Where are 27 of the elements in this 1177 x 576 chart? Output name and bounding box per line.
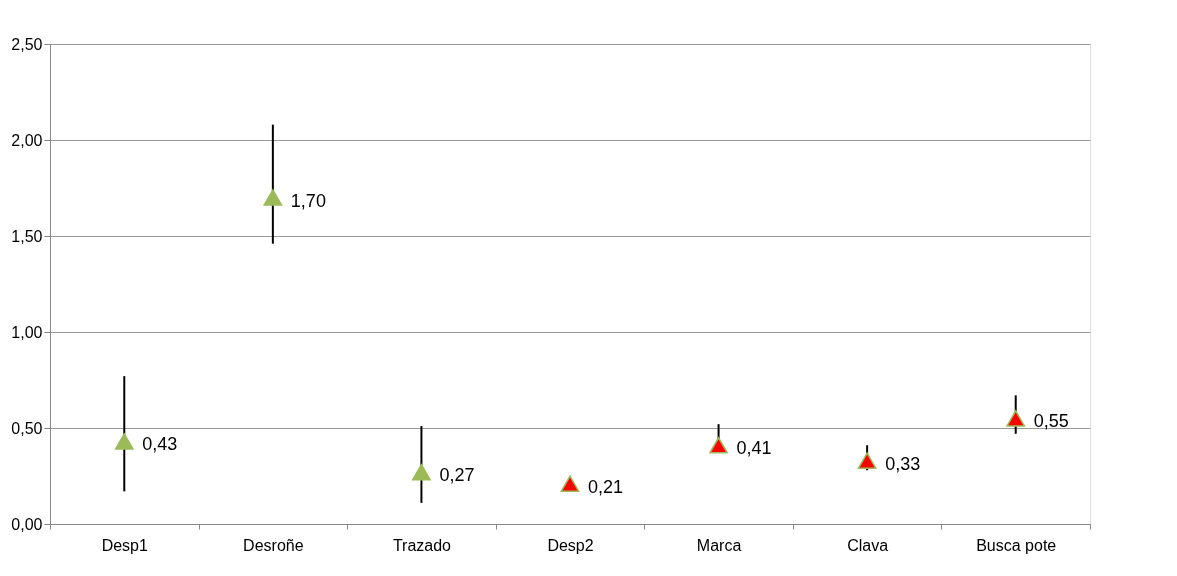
point	[857, 452, 877, 469]
y-tick-label: 0,00	[11, 515, 43, 533]
x-tick-label: Desp2	[547, 536, 594, 554]
data-label: 0,41	[736, 438, 772, 459]
y-tick-label: 0,50	[11, 419, 43, 437]
point	[709, 437, 728, 454]
point	[114, 433, 134, 450]
y-tick-label: 2,50	[11, 35, 43, 53]
x-tick-label: Marca	[696, 536, 742, 554]
y-tick-label: 1,00	[11, 323, 43, 341]
x-tick-label: Busca pote	[976, 536, 1057, 554]
x-tick-label: Desroñe	[243, 536, 304, 554]
x-tick-label: Clava	[847, 536, 889, 554]
y-tick-label: 2,00	[11, 131, 43, 149]
data-label: 0,33	[885, 453, 921, 474]
data-label: 0,43	[142, 434, 178, 455]
point	[1006, 410, 1026, 427]
y-tick-label: 1,50	[11, 227, 43, 245]
point	[560, 475, 580, 492]
data-label: 0,27	[439, 465, 475, 486]
data-label: 1,70	[290, 190, 326, 211]
data-label: 0,21	[588, 476, 624, 497]
data-label: 0,55	[1033, 411, 1069, 432]
x-tick-label: Desp1	[101, 536, 149, 554]
x-tick-label: Trazado	[392, 536, 452, 554]
point	[263, 189, 283, 206]
point	[412, 463, 431, 481]
